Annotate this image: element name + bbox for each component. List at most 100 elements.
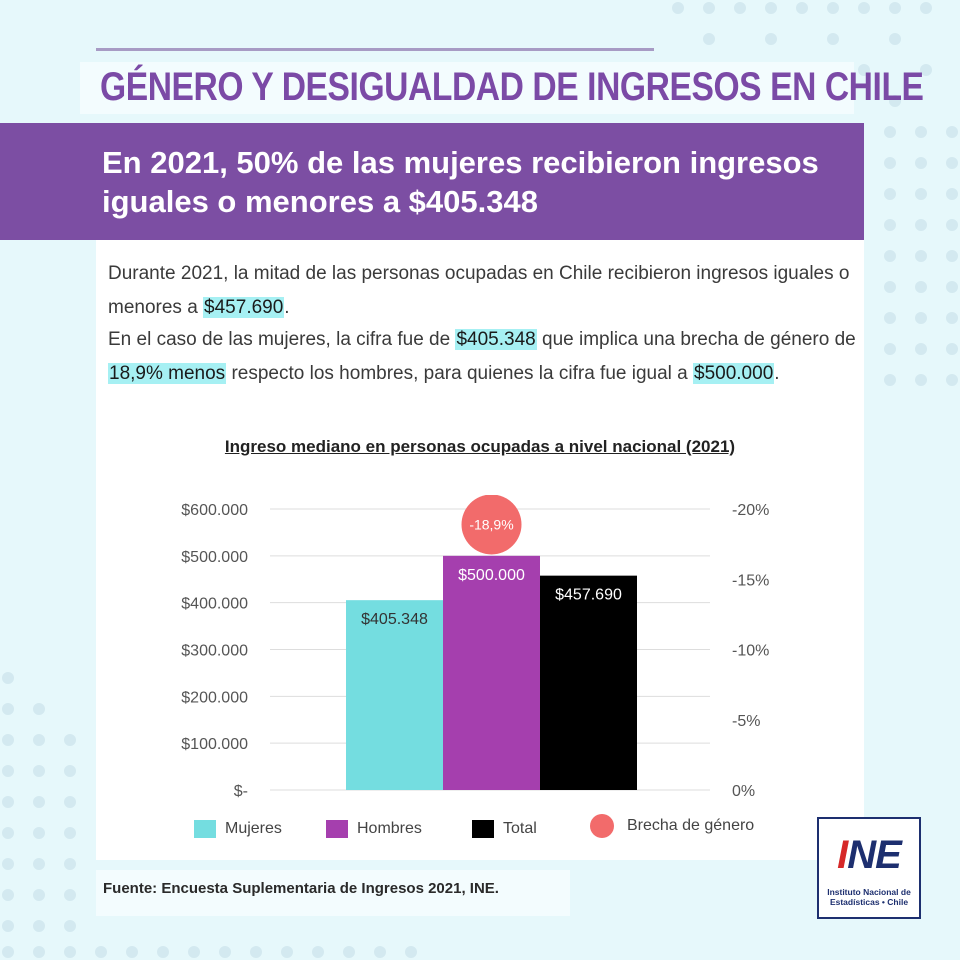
background-dot: [64, 920, 76, 932]
y2-tick-label: -20%: [732, 502, 769, 519]
legend-label-total: Total: [503, 820, 537, 837]
background-dot: [915, 250, 927, 262]
background-dot: [2, 946, 14, 958]
background-dot: [33, 703, 45, 715]
background-dot: [64, 734, 76, 746]
background-dot: [884, 157, 896, 169]
background-dot: [33, 796, 45, 808]
background-dot: [157, 946, 169, 958]
background-dot: [884, 374, 896, 386]
y-tick-label: $100.000: [181, 736, 248, 753]
background-dot: [827, 33, 839, 45]
background-dot: [33, 827, 45, 839]
page-title: GÉNERO Y DESIGUALDAD DE INGRESOS EN CHIL…: [100, 65, 924, 109]
y-tick-label: $500.000: [181, 549, 248, 566]
paragraph-2-text-a: En el caso de las mujeres, la cifra fue …: [108, 329, 456, 350]
paragraph-1: Durante 2021, la mitad de las personas o…: [108, 257, 868, 325]
y2-tick-label: -15%: [732, 572, 769, 589]
y-tick-label: $400.000: [181, 596, 248, 613]
gap-label: -18,9%: [469, 516, 513, 532]
background-dot: [915, 281, 927, 293]
background-dot: [858, 2, 870, 14]
background-dot: [672, 2, 684, 14]
background-dot: [946, 281, 958, 293]
background-dot: [884, 250, 896, 262]
background-dot: [884, 126, 896, 138]
background-dot: [915, 219, 927, 231]
paragraph-1-text-a: Durante 2021, la mitad de las personas o…: [108, 263, 850, 318]
legend-swatch-mujeres: [194, 820, 216, 838]
background-dot: [281, 946, 293, 958]
title-panel: [80, 62, 854, 114]
legend-hombres: Hombres: [326, 820, 422, 838]
paragraph-2: En el caso de las mujeres, la cifra fue …: [108, 323, 868, 391]
background-dot: [915, 188, 927, 200]
background-dot: [64, 858, 76, 870]
background-dot: [312, 946, 324, 958]
bar-chart: $- $100.000 $200.000 $300.000 $400.000 $500.0…: [181, 495, 769, 800]
background-dot: [946, 374, 958, 386]
background-dot: [765, 2, 777, 14]
background-dot: [734, 2, 746, 14]
background-dot: [703, 33, 715, 45]
background-dot: [858, 64, 870, 76]
background-dot: [884, 219, 896, 231]
y2-tick-label: -5%: [732, 713, 760, 730]
ine-logo-line1: Instituto Nacional de: [827, 887, 911, 897]
background-dot: [2, 858, 14, 870]
y2-tick-label: -10%: [732, 643, 769, 660]
bar-value-label-total: $457.690: [555, 587, 622, 604]
background-dot: [33, 858, 45, 870]
background-dot: [889, 2, 901, 14]
background-dot: [889, 33, 901, 45]
ine-logo-text: Instituto Nacional de Estadísticas • Chi…: [819, 887, 919, 907]
background-dot: [2, 796, 14, 808]
background-dot: [188, 946, 200, 958]
background-dot: [920, 64, 932, 76]
background-dot: [2, 827, 14, 839]
background-dot: [2, 920, 14, 932]
paragraph-2-text-c: respecto los hombres, para quienes la ci…: [226, 363, 694, 384]
background-dot: [2, 889, 14, 901]
background-dot: [946, 250, 958, 262]
background-dot: [33, 946, 45, 958]
source-note: Fuente: Encuesta Suplementaria de Ingres…: [103, 880, 499, 897]
ine-logo-mark: INE: [837, 833, 902, 877]
background-dot: [33, 920, 45, 932]
legend-circle-brecha: [590, 814, 614, 838]
legend-label-mujeres: Mujeres: [225, 820, 282, 837]
background-dot: [884, 312, 896, 324]
background-dot: [250, 946, 262, 958]
background-dot: [33, 765, 45, 777]
background-dot: [2, 765, 14, 777]
background-dot: [64, 765, 76, 777]
y-tick-label: $300.000: [181, 643, 248, 660]
bar-hombres: [443, 555, 540, 790]
background-dot: [884, 281, 896, 293]
background-dot: [95, 946, 107, 958]
legend-mujeres: Mujeres: [194, 820, 282, 838]
background-dot: [33, 734, 45, 746]
background-dot: [946, 312, 958, 324]
background-dot: [796, 2, 808, 14]
background-dot: [946, 188, 958, 200]
legend-label-brecha: Brecha de género: [627, 817, 755, 834]
bar-value-label-hombres: $500.000: [458, 567, 525, 584]
background-dot: [915, 157, 927, 169]
background-dot: [2, 672, 14, 684]
background-dot: [915, 312, 927, 324]
background-dot: [2, 734, 14, 746]
title-rule: [96, 48, 654, 51]
legend-total: Total: [472, 820, 537, 838]
y-tick-label: $600.000: [181, 502, 248, 519]
bar-mujeres: [346, 600, 443, 790]
background-dot: [219, 946, 231, 958]
ine-logo: INE Instituto Nacional de Estadísticas •…: [817, 817, 921, 919]
background-dot: [64, 827, 76, 839]
background-dot: [64, 889, 76, 901]
headline-banner: [0, 123, 864, 240]
background-dot: [889, 95, 901, 107]
background-dot: [915, 374, 927, 386]
y2-tick-label: 0%: [732, 783, 755, 800]
background-dot: [126, 946, 138, 958]
